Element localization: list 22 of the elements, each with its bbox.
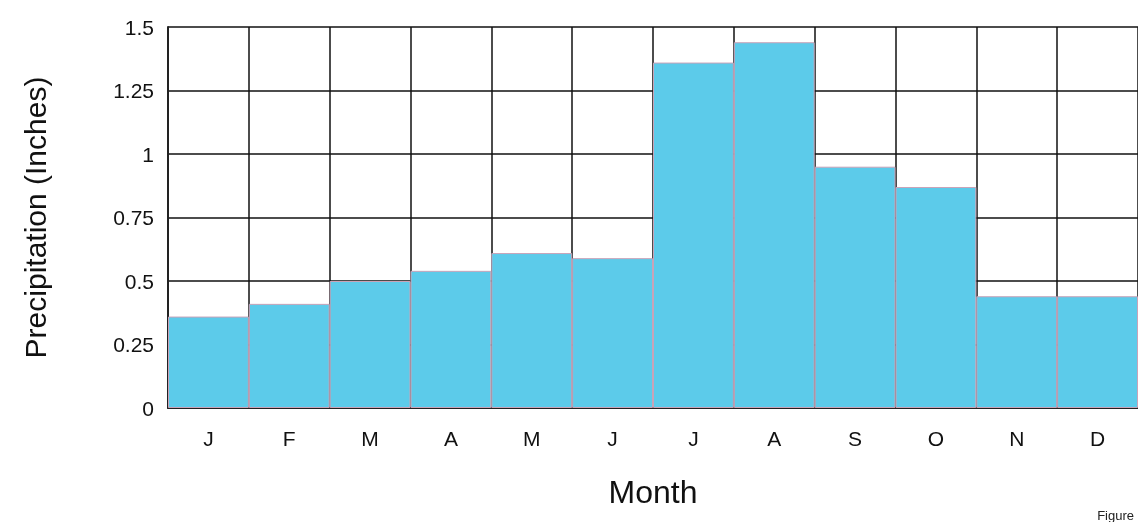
x-tick-label: D [1090, 427, 1106, 450]
x-tick-label: A [767, 427, 782, 450]
x-tick-label: M [523, 427, 541, 450]
x-tick-label: O [927, 427, 945, 450]
x-tick-label: J [203, 427, 214, 450]
x-tick-label: S [848, 427, 863, 450]
x-tick-label: A [443, 427, 458, 450]
x-tick-label: M [361, 427, 379, 450]
y-tick-label: 0.5 [124, 269, 154, 293]
y-tick-label: 0.25 [113, 333, 154, 356]
y-axis-title: Precipitation (Inches) [18, 76, 52, 359]
y-tick-label: 0.75 [113, 206, 154, 229]
x-tick-label: J [607, 427, 618, 450]
x-axis-title: Month [608, 474, 698, 510]
x-tick-label: N [1009, 427, 1025, 450]
x-tick-label: J [688, 427, 699, 450]
y-tick-label: 1.25 [113, 79, 154, 102]
x-tick-label: F [282, 427, 296, 450]
y-tick-label: 1 [142, 142, 154, 166]
text: Figure [1097, 508, 1135, 522]
y-tick-label: 1.5 [124, 15, 154, 39]
y-tick-label: 0 [142, 396, 154, 420]
